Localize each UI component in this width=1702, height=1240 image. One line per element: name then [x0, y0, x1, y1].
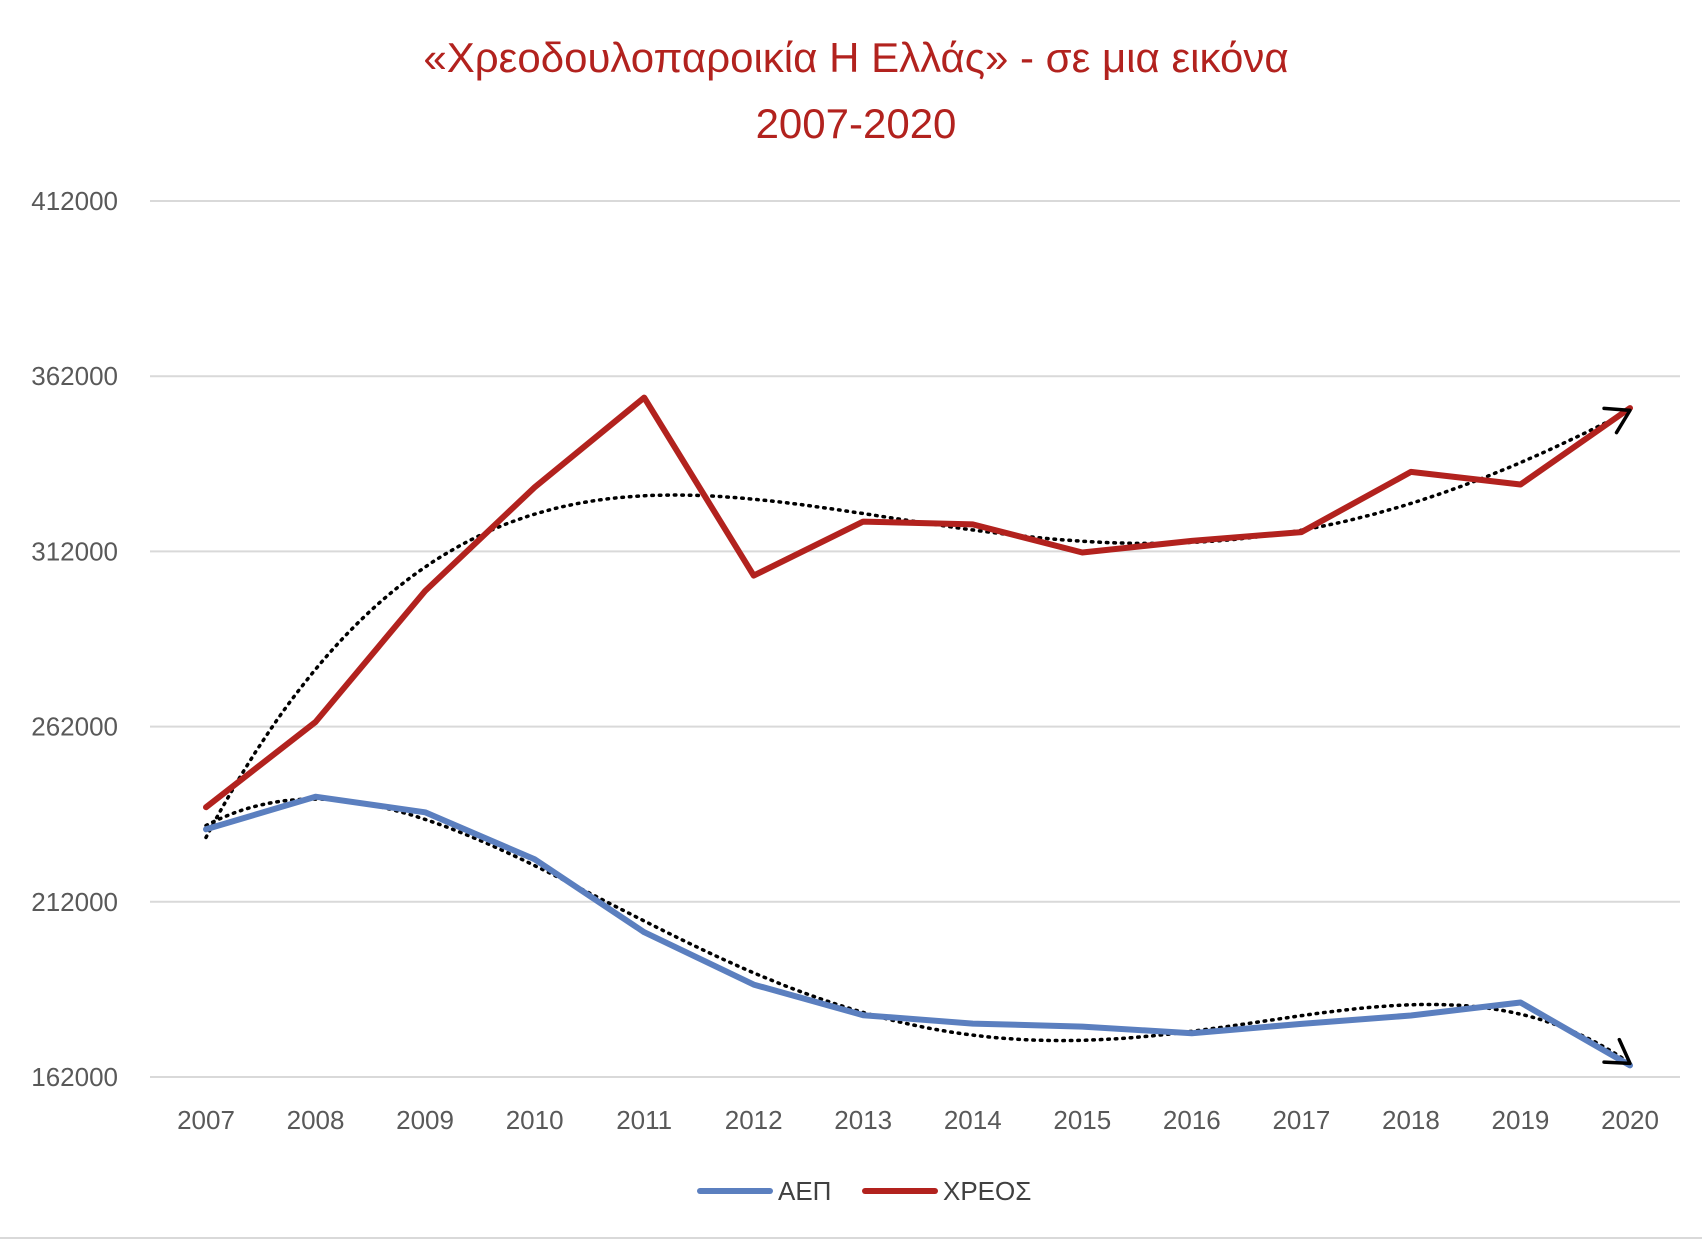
legend: ΑΕΠ ΧΡΕΟΣ — [697, 1176, 1031, 1206]
y-tick-label: 262000 — [31, 712, 118, 742]
trendlines — [204, 408, 1632, 1066]
y-axis-tick-labels: 162000 212000 262000 312000 362000 412000 — [31, 186, 118, 1092]
y-tick-label: 412000 — [31, 186, 118, 216]
x-axis-tick-labels: 2007 2008 2009 2010 2011 2012 2013 2014 2015 2016… — [177, 1105, 1659, 1135]
trend-arrow-1 — [1602, 406, 1632, 435]
x-tick-label: 2012 — [725, 1105, 783, 1135]
x-tick-label: 2018 — [1382, 1105, 1440, 1135]
x-tick-label: 2011 — [616, 1105, 672, 1135]
y-tick-label: 312000 — [31, 536, 118, 566]
x-tick-label: 2019 — [1492, 1105, 1550, 1135]
chart-title-line-1: «Χρεοδουλοπαροικία Η Ελλάς» - σε μια εικ… — [423, 34, 1288, 81]
x-tick-label: 2008 — [287, 1105, 345, 1135]
y-tick-label: 362000 — [31, 361, 118, 391]
x-tick-label: 2014 — [944, 1105, 1002, 1135]
trend-arrows — [1602, 406, 1632, 1066]
legend-label: ΑΕΠ — [778, 1176, 831, 1206]
series-lines — [203, 394, 1633, 1069]
series-line-1 — [203, 394, 1633, 811]
series-line-0 — [203, 793, 1633, 1069]
trend-arrow-0 — [1602, 1037, 1632, 1066]
y-tick-label: 212000 — [31, 887, 118, 917]
x-tick-label: 2020 — [1601, 1105, 1659, 1135]
x-tick-label: 2015 — [1053, 1105, 1111, 1135]
chart-title: «Χρεοδουλοπαροικία Η Ελλάς» - σε μια εικ… — [423, 34, 1288, 147]
y-tick-label: 162000 — [31, 1062, 118, 1092]
x-tick-label: 2007 — [177, 1105, 235, 1135]
gridlines — [150, 200, 1680, 1078]
legend-label: ΧΡΕΟΣ — [943, 1176, 1031, 1206]
x-tick-label: 2016 — [1163, 1105, 1221, 1135]
x-tick-label: 2009 — [396, 1105, 454, 1135]
x-tick-label: 2013 — [834, 1105, 892, 1135]
chart-title-line-2: 2007-2020 — [756, 100, 957, 147]
x-tick-label: 2010 — [506, 1105, 564, 1135]
trendline-0 — [204, 797, 1632, 1066]
x-tick-label: 2017 — [1272, 1105, 1330, 1135]
